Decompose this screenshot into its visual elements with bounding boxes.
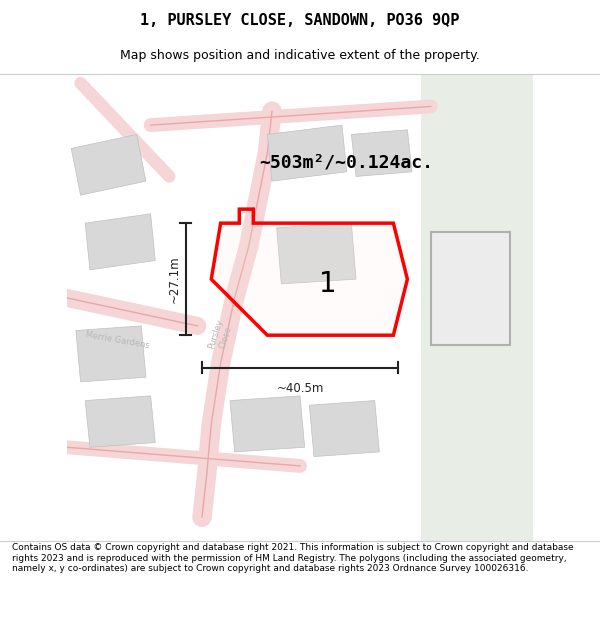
Text: Pursley
Close: Pursley Close [206, 318, 235, 353]
Polygon shape [76, 326, 146, 382]
Polygon shape [421, 74, 533, 541]
Text: Merrie Gardens: Merrie Gardens [85, 330, 151, 350]
Text: Contains OS data © Crown copyright and database right 2021. This information is : Contains OS data © Crown copyright and d… [12, 543, 574, 573]
Polygon shape [268, 125, 347, 181]
Polygon shape [85, 214, 155, 270]
Polygon shape [211, 209, 407, 335]
Polygon shape [71, 134, 146, 195]
Polygon shape [85, 396, 155, 448]
Text: ~27.1m: ~27.1m [167, 256, 181, 303]
Text: 1: 1 [319, 270, 337, 298]
Polygon shape [352, 130, 412, 176]
Polygon shape [230, 396, 305, 452]
Text: 1, PURSLEY CLOSE, SANDOWN, PO36 9QP: 1, PURSLEY CLOSE, SANDOWN, PO36 9QP [140, 13, 460, 28]
Text: ~503m²/~0.124ac.: ~503m²/~0.124ac. [260, 154, 434, 171]
Text: ~40.5m: ~40.5m [277, 382, 323, 396]
Polygon shape [277, 223, 356, 284]
Polygon shape [310, 401, 379, 457]
Polygon shape [431, 232, 510, 344]
Text: Map shows position and indicative extent of the property.: Map shows position and indicative extent… [120, 49, 480, 62]
